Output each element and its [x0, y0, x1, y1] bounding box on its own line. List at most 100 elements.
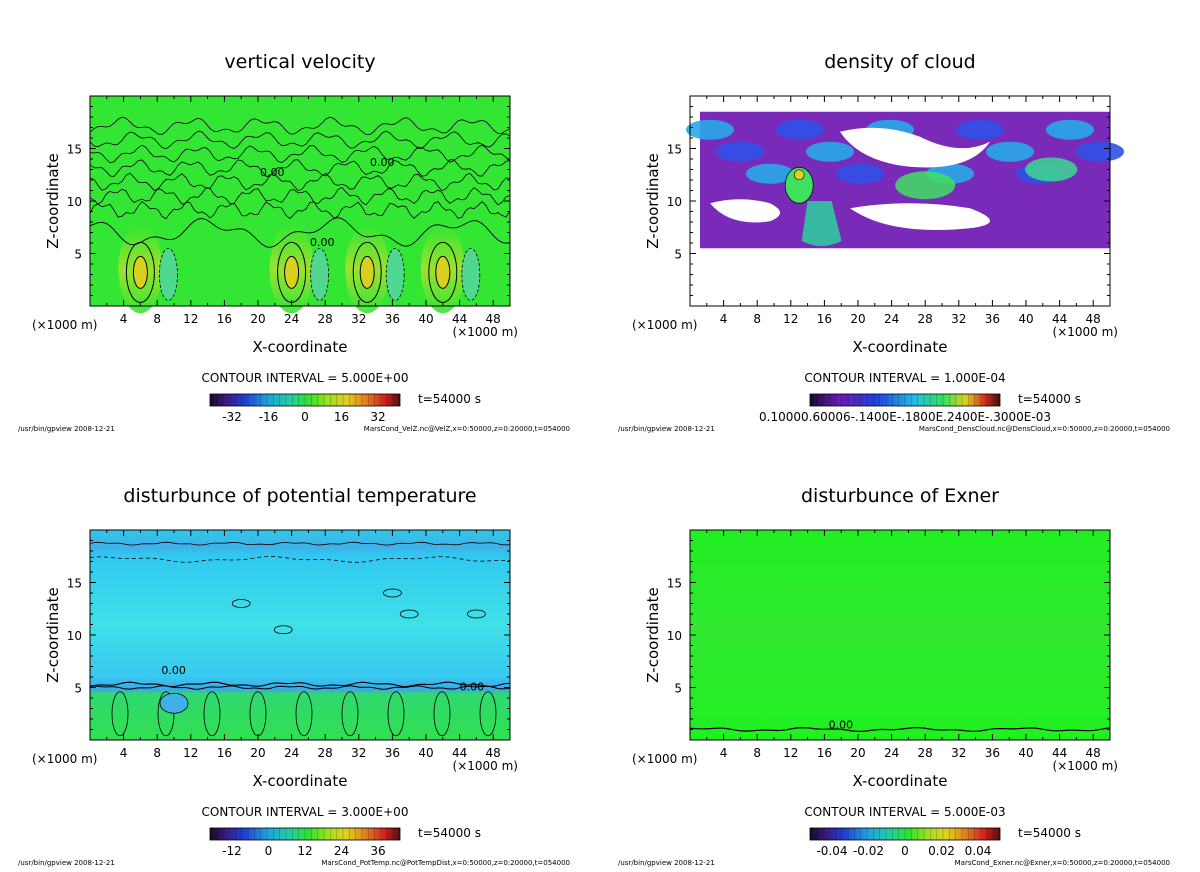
footer-right: MarsCond_VelZ.nc@VelZ,x=0:50000,z=0:2000…	[364, 425, 570, 433]
x-unit-left: (×1000 m)	[32, 752, 97, 766]
contour-cell	[273, 625, 293, 635]
x-axis: 4 8 12 16 20 24 28 32 36 40 44 48(×1000 m) (×1000 m)…	[32, 530, 518, 790]
cloud-column	[801, 201, 842, 246]
contour-cell	[231, 599, 251, 608]
contour-line	[89, 186, 511, 206]
x-tick-label: 8	[753, 312, 761, 326]
chart-title: disturbunce of Exner	[801, 485, 999, 507]
x-unit-right: (×1000 m)	[453, 325, 518, 339]
contour-cell	[466, 609, 486, 619]
contour-cell	[203, 691, 221, 737]
clear-region	[840, 127, 990, 168]
plot-area: 0.00 0.00	[89, 530, 511, 740]
updraft-contour-inner	[435, 255, 451, 289]
colorbar-tick-label: -12	[222, 844, 242, 858]
contour-line	[89, 555, 511, 563]
contour-label: 0.00	[161, 664, 186, 677]
x-tick-label: 28	[918, 746, 933, 760]
colorbar-tick-label: -16	[259, 410, 279, 424]
contour-label: 0.00	[829, 718, 854, 731]
contour-interval: CONTOUR INTERVAL = 3.000E+00	[202, 805, 409, 819]
x-tick-label: 36	[985, 746, 1000, 760]
x-unit-left: (×1000 m)	[632, 318, 697, 332]
x-tick-label: 32	[351, 746, 366, 760]
cloud-blob	[1046, 119, 1094, 140]
y-axis: 5 10 15 Z-coordinate	[44, 529, 510, 741]
chart-title: vertical velocity	[224, 51, 375, 73]
time-label: t=54000 s	[418, 392, 481, 406]
contour-cell	[157, 691, 175, 737]
x-tick-label: 44	[1052, 312, 1067, 326]
footer-right: MarsCond_PotTemp.nc@PotTempDist,x=0:5000…	[321, 859, 570, 867]
y-tick-label: 5	[674, 248, 682, 262]
contour-line	[89, 681, 511, 688]
downdraft-contour	[158, 248, 178, 301]
y-axis: 5 10 15 Z-coordinate	[44, 95, 510, 307]
x-tick-label: 16	[817, 312, 832, 326]
x-tick-label: 40	[1018, 746, 1033, 760]
y-axis-label: Z-coordinate	[44, 587, 62, 682]
y-tick-label: 15	[667, 577, 682, 591]
colorbar-tick-label: -0.04	[816, 844, 847, 858]
contour-line	[89, 172, 511, 192]
y-tick-label: 5	[74, 248, 82, 262]
panel-3: disturbunce of potential temperature 0.00…	[18, 485, 570, 867]
x-tick-label: 28	[318, 746, 333, 760]
y-axis-label: Z-coordinate	[644, 587, 662, 682]
x-axis-label: X-coordinate	[253, 772, 348, 790]
y-axis-label: Z-coordinate	[44, 153, 62, 248]
x-unit-right: (×1000 m)	[1053, 325, 1118, 339]
time-label: t=54000 s	[1018, 826, 1081, 840]
footer-left: /usr/bin/gpview 2008-12-21	[18, 425, 115, 433]
x-tick-label: 40	[418, 746, 433, 760]
cloud-core	[784, 166, 814, 204]
time-label: t=54000 s	[418, 826, 481, 840]
y-tick-label: 5	[674, 682, 682, 696]
contour-label: 0.00	[310, 236, 335, 249]
plot-area: 0.00 0.00 0.00	[89, 96, 511, 314]
colorbar-tick-label: 0.04	[965, 844, 992, 858]
contour-cell	[433, 691, 451, 737]
colorbar-tick-label: 0.02	[928, 844, 955, 858]
x-tick-label: 44	[1052, 746, 1067, 760]
x-tick-label: 20	[250, 746, 265, 760]
contour-interval: CONTOUR INTERVAL = 1.000E-04	[804, 371, 1005, 385]
x-tick-label: 48	[1086, 312, 1101, 326]
x-unit-left: (×1000 m)	[32, 318, 97, 332]
x-tick-label: 44	[452, 312, 467, 326]
y-tick-label: 10	[667, 629, 682, 643]
cloud-blob	[776, 119, 824, 140]
x-tick-label: 28	[918, 312, 933, 326]
contour-interval: CONTOUR INTERVAL = 5.000E+00	[202, 371, 409, 385]
contour-cell	[399, 609, 419, 619]
x-unit-right: (×1000 m)	[1053, 759, 1118, 773]
cloud-core	[1025, 157, 1078, 182]
contour-cell	[159, 692, 189, 714]
cloud-core	[895, 171, 956, 200]
contour-line	[89, 541, 511, 546]
y-tick-label: 15	[667, 143, 682, 157]
contour-line	[89, 217, 511, 248]
downdraft-contour	[461, 248, 481, 301]
colorbar-tick-label: 0	[301, 410, 309, 424]
plot-area: 0.00	[689, 530, 1111, 740]
cloud-blob	[956, 119, 1004, 140]
x-tick-label: 32	[351, 312, 366, 326]
x-unit-left: (×1000 m)	[632, 752, 697, 766]
x-tick-label: 12	[783, 746, 798, 760]
cloud-blob	[716, 141, 764, 162]
contour-label: 0.00	[460, 681, 485, 694]
y-tick-label: 10	[667, 195, 682, 209]
x-axis-label: X-coordinate	[853, 772, 948, 790]
cloud-core-inner	[793, 169, 805, 181]
x-tick-label: 16	[217, 746, 232, 760]
x-tick-label: 4	[720, 746, 728, 760]
footer-right: MarsCond_DensCloud.nc@DensCloud,x=0:5000…	[919, 425, 1170, 433]
x-tick-label: 32	[951, 312, 966, 326]
x-tick-label: 4	[120, 312, 128, 326]
y-tick-label: 10	[67, 195, 82, 209]
colorbar-tick-label: 0	[265, 844, 273, 858]
